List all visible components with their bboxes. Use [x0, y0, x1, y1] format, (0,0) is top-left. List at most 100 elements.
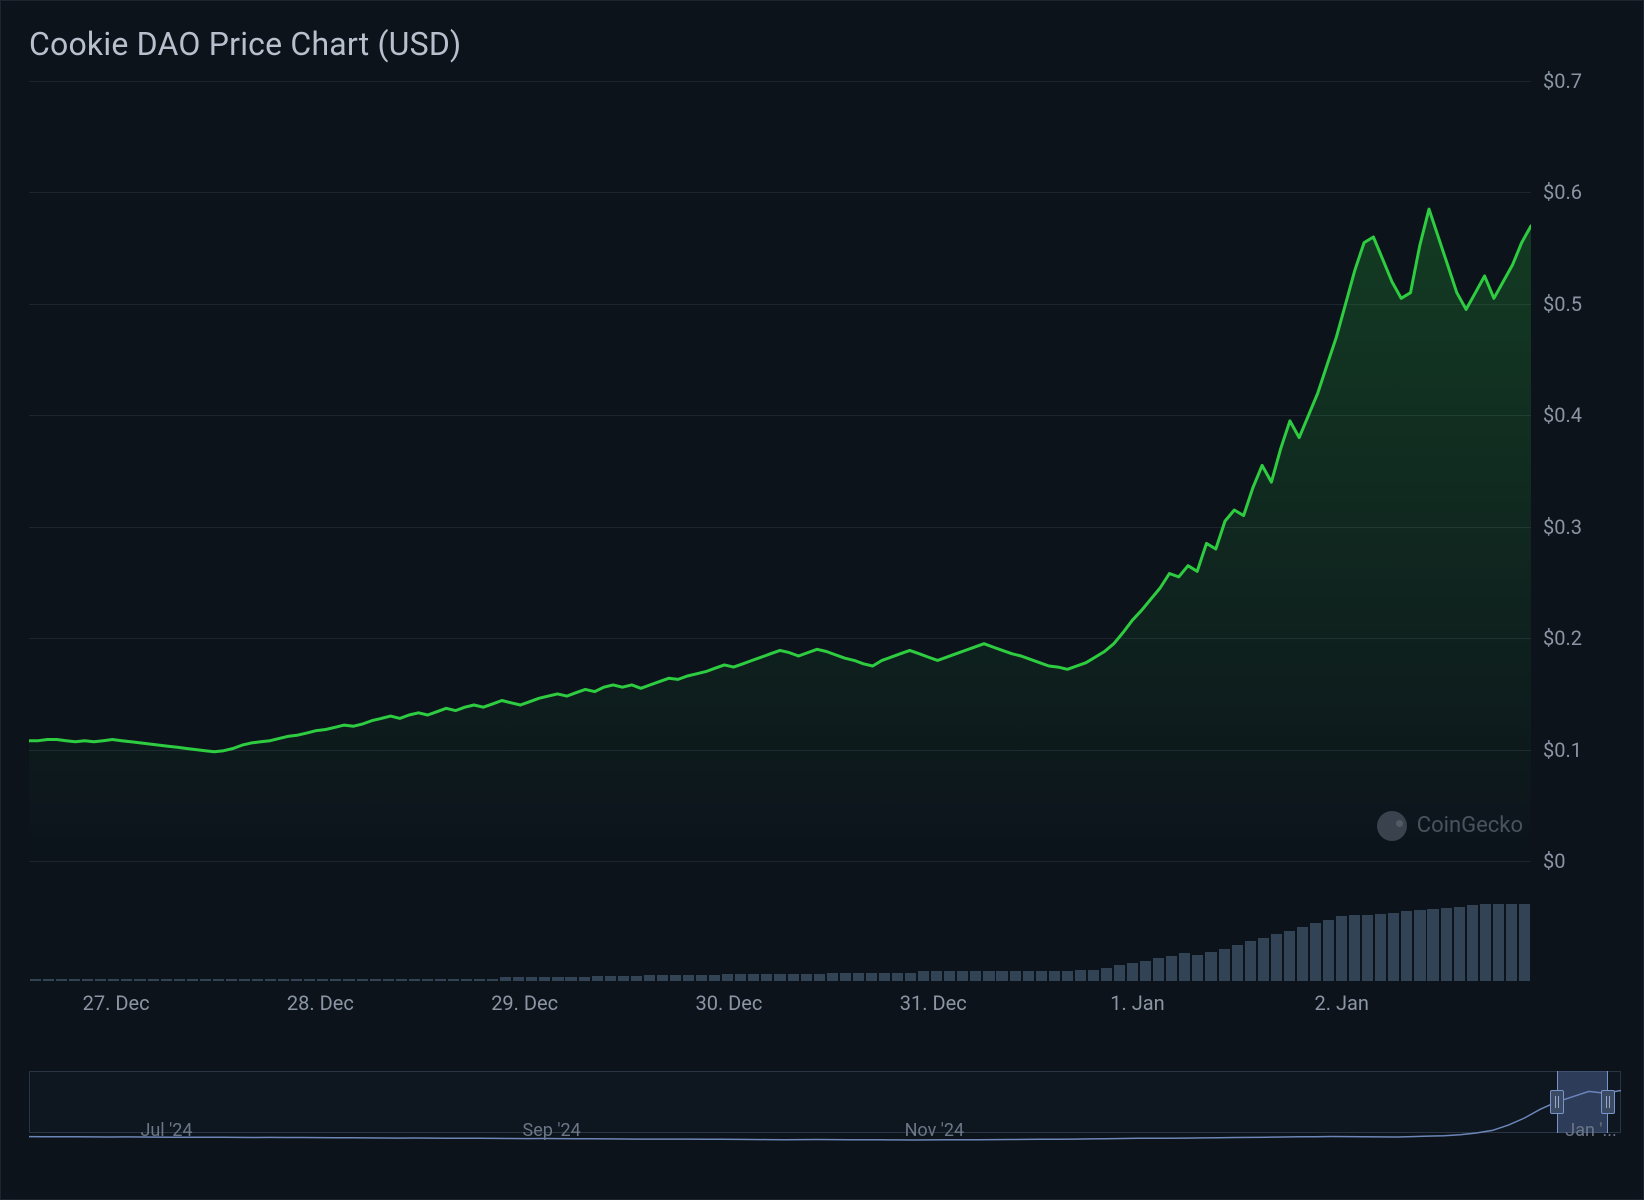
volume-bar	[383, 979, 394, 981]
navigator-handle-left[interactable]	[1550, 1090, 1564, 1114]
volume-bar	[1049, 971, 1060, 981]
price-chart[interactable]: $0$0.1$0.2$0.3$0.4$0.5$0.6$0.7 CoinGecko	[1, 81, 1643, 861]
volume-bar	[1297, 927, 1308, 981]
y-axis-label: $0.1	[1543, 738, 1582, 762]
volume-bar	[944, 971, 955, 981]
volume-bar	[1245, 941, 1256, 981]
volume-bar	[422, 979, 433, 981]
volume-bar	[1310, 923, 1321, 981]
volume-bar	[121, 979, 132, 981]
volume-bar	[1219, 949, 1230, 981]
volume-bar	[1036, 971, 1047, 981]
volume-bar	[187, 979, 198, 981]
navigator-sparkline	[29, 1071, 1621, 1149]
volume-bar	[330, 979, 341, 981]
volume-bar	[448, 979, 459, 981]
volume-bar	[1362, 915, 1373, 981]
volume-bar	[618, 976, 629, 981]
volume-bar	[487, 979, 498, 981]
x-axis-label: 1. Jan	[1110, 991, 1164, 1015]
volume-bar	[278, 979, 289, 981]
volume-bar	[174, 979, 185, 981]
volume-bar	[1166, 956, 1177, 981]
volume-bar	[1271, 934, 1282, 981]
volume-bar	[592, 976, 603, 981]
x-axis-label: 28. Dec	[287, 991, 354, 1015]
volume-bar	[357, 979, 368, 981]
y-axis-label: $0.2	[1543, 626, 1582, 650]
watermark-text: CoinGecko	[1417, 813, 1523, 838]
volume-bar	[474, 979, 485, 981]
volume-bar	[1140, 961, 1151, 981]
volume-bar	[1375, 914, 1386, 981]
volume-chart[interactable]	[29, 861, 1531, 981]
y-axis-label: $0.5	[1543, 292, 1582, 316]
volume-bar	[108, 979, 119, 981]
range-navigator[interactable]: Jul '24Sep '24Nov '24Jan '...	[29, 1063, 1621, 1143]
volume-bar	[1493, 904, 1504, 981]
volume-bar	[200, 979, 211, 981]
volume-bar	[879, 973, 890, 981]
volume-bar	[1192, 955, 1203, 981]
volume-bar	[1467, 905, 1478, 981]
volume-bar	[43, 979, 54, 981]
navigator-label: Jan '...	[1565, 1120, 1617, 1141]
y-axis-label: $0.6	[1543, 180, 1582, 204]
volume-bar	[1401, 911, 1412, 981]
volume-bar	[1323, 920, 1334, 981]
volume-bar	[565, 977, 576, 981]
volume-bar	[905, 973, 916, 981]
y-axis: $0$0.1$0.2$0.3$0.4$0.5$0.6$0.7	[1533, 81, 1629, 861]
volume-bar	[213, 979, 224, 981]
volume-bar	[970, 971, 981, 981]
volume-bar	[134, 979, 145, 981]
volume-bar	[265, 979, 276, 981]
volume-bar	[1506, 904, 1517, 981]
volume-bar	[1454, 907, 1465, 981]
volume-bar	[788, 974, 799, 981]
volume-bar	[774, 974, 785, 981]
volume-bar	[409, 979, 420, 981]
volume-bar	[840, 973, 851, 981]
volume-bar	[1023, 971, 1034, 981]
volume-bar	[30, 979, 41, 981]
volume-bar	[526, 977, 537, 981]
volume-bar	[761, 974, 772, 981]
chart-container: Cookie DAO Price Chart (USD) $0$0.1$0.2$…	[0, 0, 1644, 1200]
navigator-handle-right[interactable]	[1601, 1090, 1615, 1114]
x-axis-label: 2. Jan	[1315, 991, 1369, 1015]
volume-bar	[304, 979, 315, 981]
volume-bar	[291, 979, 302, 981]
volume-bar	[1388, 913, 1399, 981]
volume-bar	[343, 979, 354, 981]
navigator-label: Nov '24	[905, 1120, 965, 1141]
volume-bar	[1179, 953, 1190, 981]
volume-bar	[317, 979, 328, 981]
x-axis-label: 29. Dec	[491, 991, 558, 1015]
volume-bar	[1010, 971, 1021, 981]
volume-bar	[1088, 970, 1099, 981]
price-line-svg	[29, 81, 1531, 861]
x-axis: 27. Dec28. Dec29. Dec30. Dec31. Dec1. Ja…	[29, 987, 1531, 1033]
volume-bar	[709, 975, 720, 981]
volume-bar	[827, 973, 838, 981]
volume-bar	[461, 979, 472, 981]
y-axis-label: $0.3	[1543, 515, 1582, 539]
volume-bar	[814, 974, 825, 981]
volume-bar	[1114, 965, 1125, 981]
volume-bar	[670, 975, 681, 981]
volume-bar	[82, 979, 93, 981]
volume-bar	[657, 975, 668, 981]
volume-bar	[1075, 970, 1086, 981]
volume-bar	[500, 977, 511, 981]
volume-bar	[69, 979, 80, 981]
volume-bar	[866, 973, 877, 981]
volume-bar	[1232, 945, 1243, 981]
volume-bar	[552, 977, 563, 981]
chart-title: Cookie DAO Price Chart (USD)	[1, 1, 1643, 81]
volume-bar	[161, 979, 172, 981]
volume-bar	[539, 977, 550, 981]
y-axis-label: $0.7	[1543, 69, 1582, 93]
volume-bar	[1480, 904, 1491, 981]
volume-bar	[1519, 904, 1530, 981]
